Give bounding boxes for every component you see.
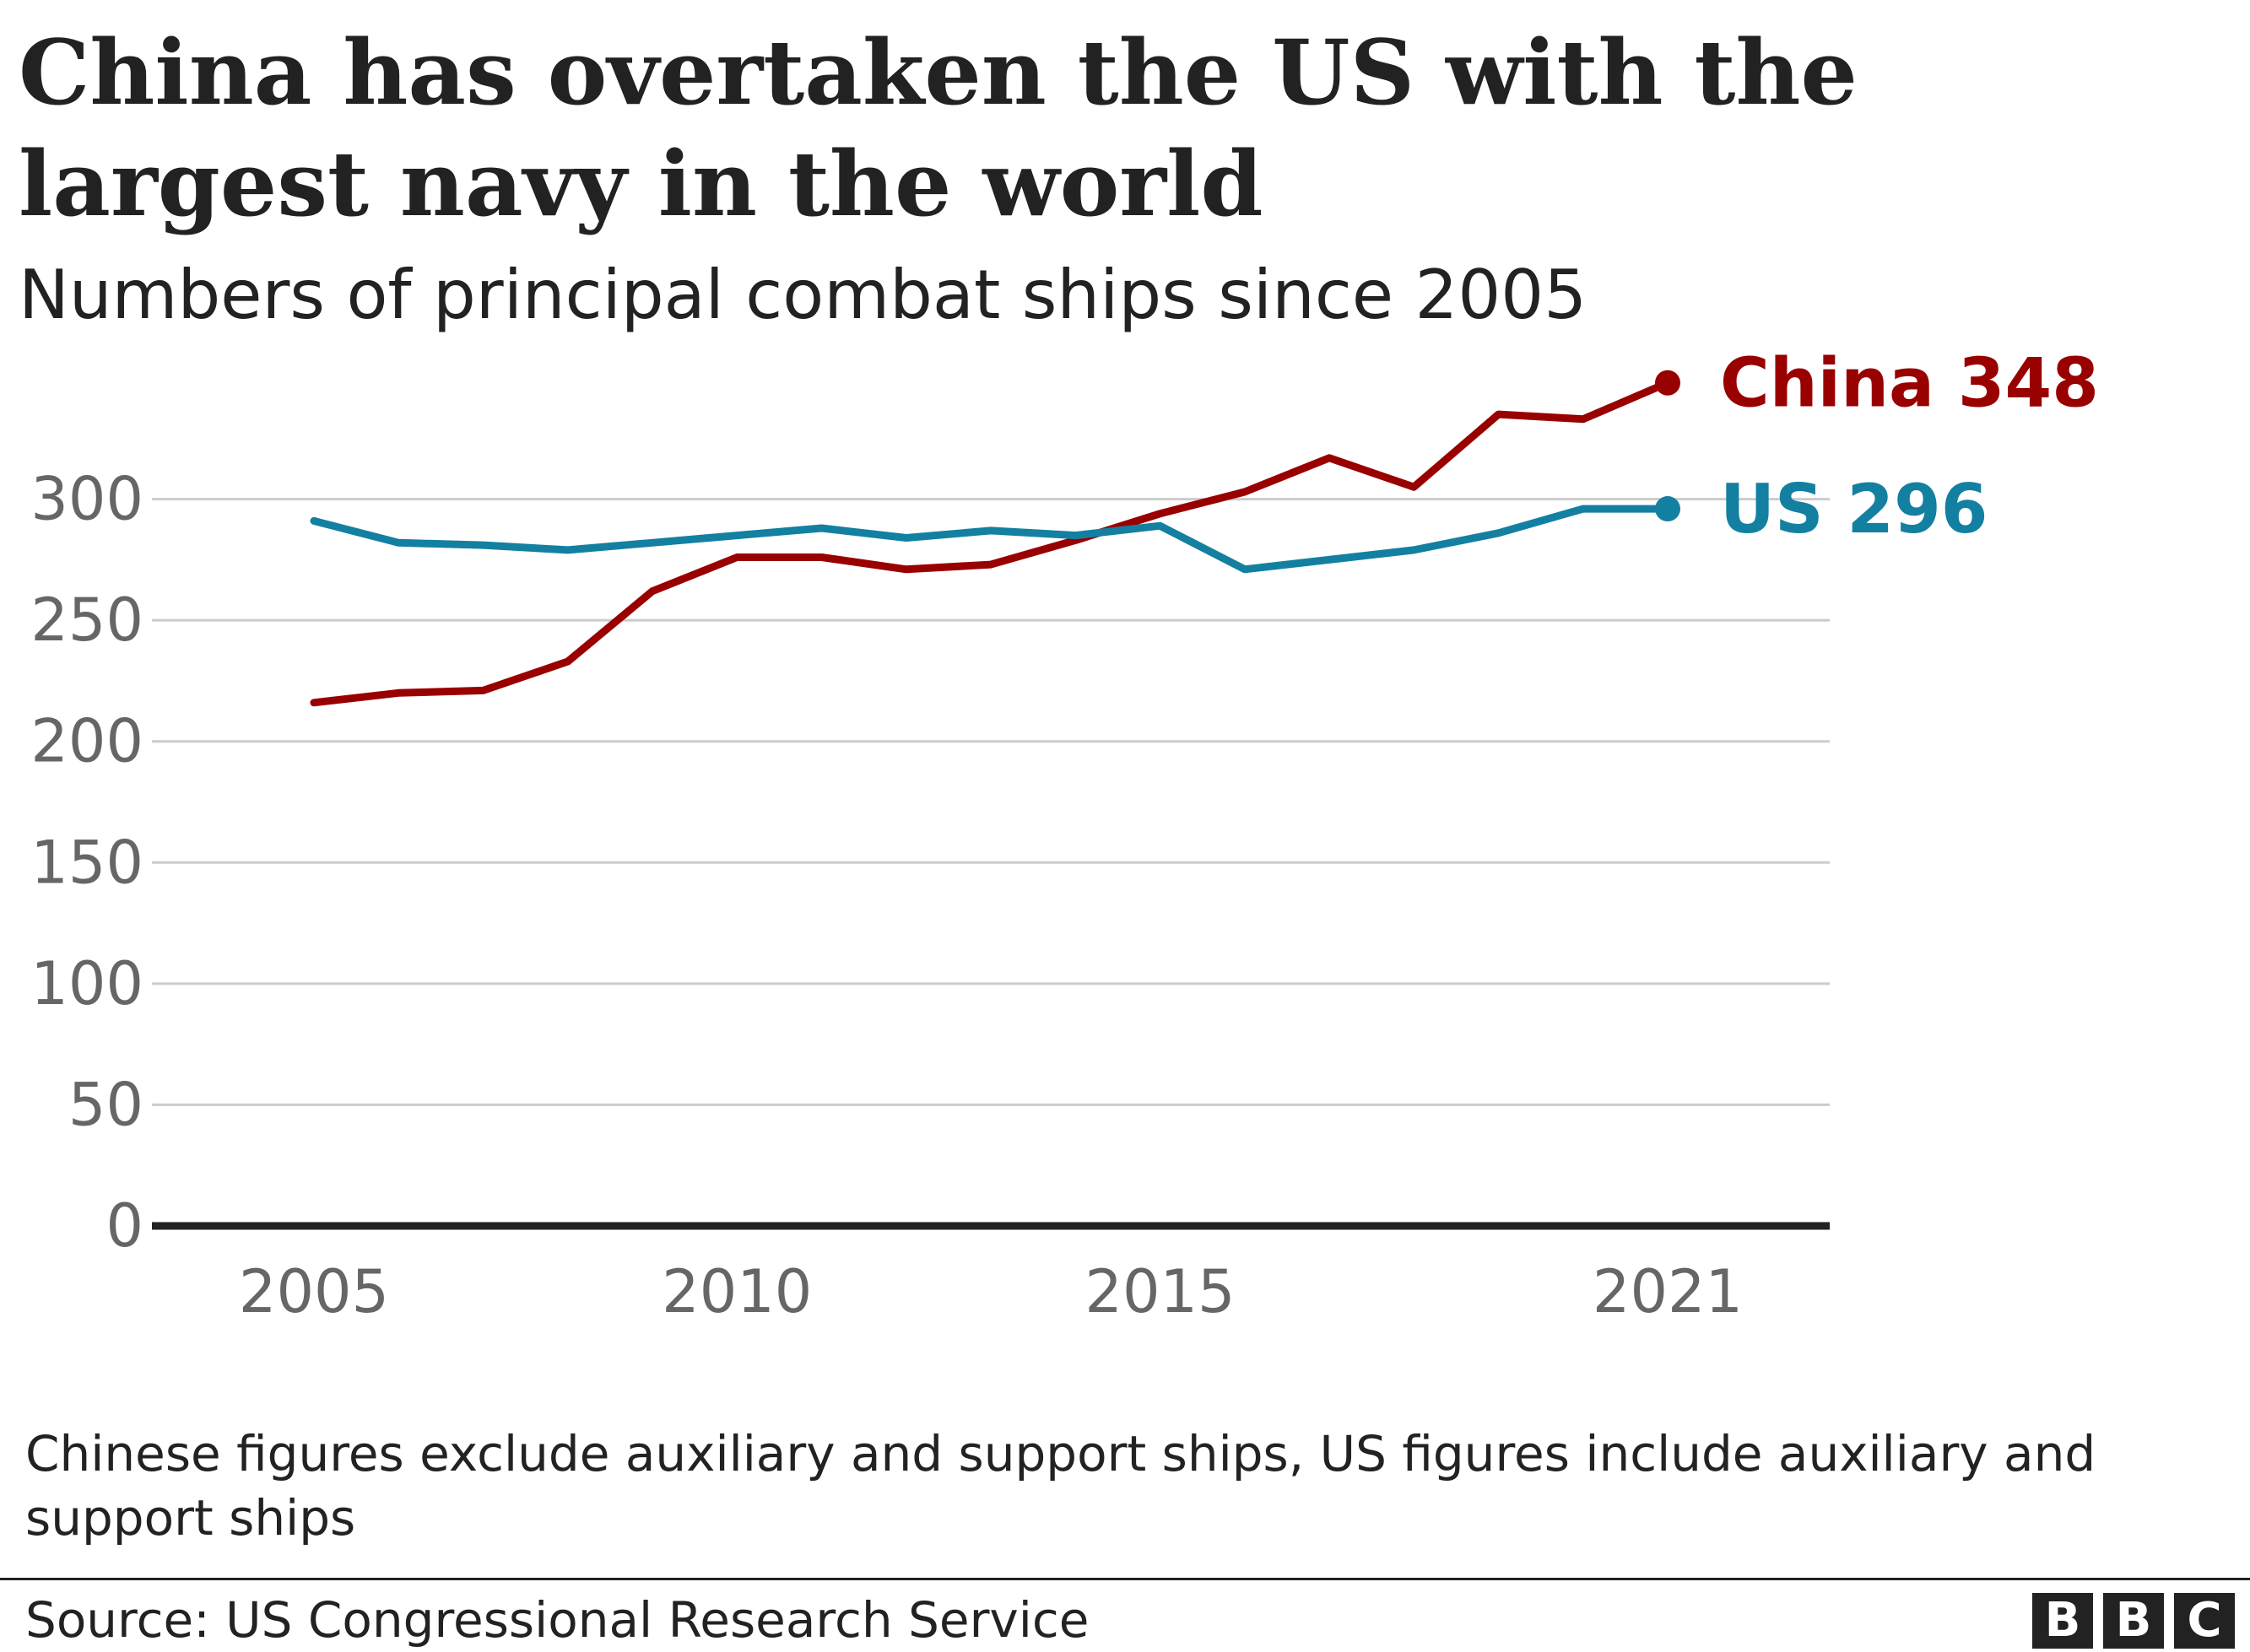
x-tick-label: 2021 [1593,1257,1743,1326]
series-layer: China 348 US 296 [310,344,2099,707]
y-tick-label: 0 [105,1191,143,1261]
chart-subtitle: Numbers of principal combat ships since … [19,256,1587,334]
x-tick-label: 2010 [662,1257,812,1326]
x-tick-label: 2015 [1084,1257,1235,1326]
y-tick-label: 250 [30,586,143,655]
series-label-us: US 296 [1720,470,1988,548]
bbc-logo-letter: B [2032,1593,2093,1649]
x-tick-label: 2005 [239,1257,389,1326]
series-label-china: China 348 [1720,344,2099,423]
x-axis-ticks: 2005 2010 2015 2021 [239,1257,1743,1326]
line-chart: 0 50 100 150 200 250 300 2005 2010 2015 2021 Chin… [30,344,2099,1326]
series-end-point-us [1655,496,1680,522]
footnote: Chinese figures exclude auxiliary and su… [25,1425,2096,1547]
source-text: Source: US Congressional Research Servic… [25,1591,1090,1649]
bbc-logo-letter: C [2174,1593,2235,1649]
y-tick-label: 200 [30,707,143,776]
gridlines [152,498,1830,1230]
y-tick-label: 100 [30,949,143,1018]
bbc-logo-letter: B [2103,1593,2164,1649]
bbc-logo: B B C [2032,1593,2235,1649]
y-tick-label: 300 [30,465,143,534]
series-line-china [310,379,1672,707]
y-tick-label: 150 [30,828,143,897]
y-axis-ticks: 0 50 100 150 200 250 300 [30,465,143,1261]
chart-title: China has overtaken the US with the larg… [19,19,1858,236]
series-end-point-china [1655,370,1680,396]
series-line-us [310,505,1672,574]
y-tick-label: 50 [68,1070,143,1139]
footer-divider [0,1578,2250,1580]
